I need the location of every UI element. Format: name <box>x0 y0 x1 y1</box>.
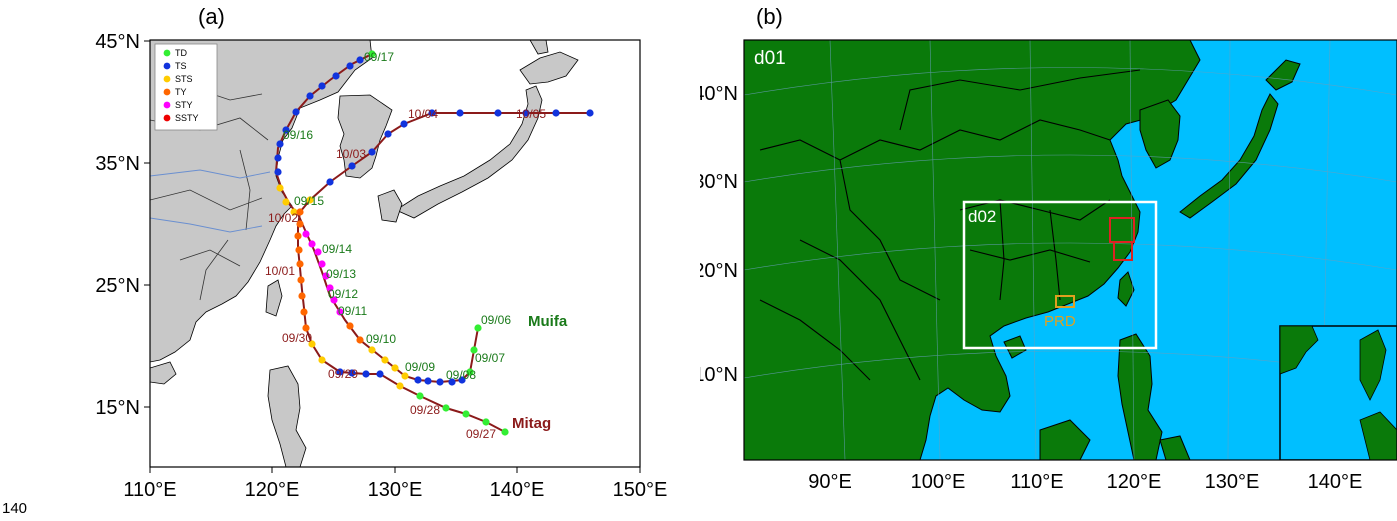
x-tick-label: 130°E <box>368 479 423 501</box>
mitag-date-label: 10/05 <box>516 107 546 121</box>
mitag-date-label: 10/03 <box>336 147 366 161</box>
panel-b-map: (b) <box>700 4 1397 493</box>
panel-b-frame <box>743 39 1397 461</box>
muifa-date-label: 09/06 <box>481 313 511 327</box>
y-tick-label: 10°N <box>700 364 738 386</box>
y-tick-label: 45°N <box>95 31 140 53</box>
y-tick-label: 35°N <box>95 153 140 175</box>
y-tick-label: 20°N <box>700 260 738 282</box>
muifa-date-label: 09/08 <box>446 368 476 382</box>
mitag-date-label: 10/02 <box>268 211 298 225</box>
legend-label: STY <box>175 100 193 110</box>
panel-a-label: (a) <box>198 4 225 29</box>
muifa-date-label: 09/09 <box>405 360 435 374</box>
legend-label: TS <box>175 61 187 71</box>
legend-label: TY <box>175 87 187 97</box>
y-tick-label: 40°N <box>700 83 738 105</box>
x-tick-label: 110°E <box>123 479 176 501</box>
legend-label: SSTY <box>175 113 199 123</box>
muifa-date-label: 09/15 <box>294 194 324 208</box>
x-tick-label: 140°E <box>490 479 545 501</box>
panel-b-label: (b) <box>756 4 783 29</box>
x-tick-label: 110°E <box>1010 471 1063 493</box>
mitag-track-line <box>297 112 590 433</box>
muifa-date-label: 09/07 <box>475 351 505 365</box>
d02-label: d02 <box>968 207 996 226</box>
mitag-date-label: 09/29 <box>328 367 358 381</box>
muifa-date-label: 09/11 <box>338 304 367 318</box>
muifa-date-label: 09/10 <box>366 332 396 346</box>
panel-b-borders <box>759 69 1141 381</box>
muifa-date-label: 09/14 <box>322 242 352 256</box>
y-tick-label: 15°N <box>95 397 140 419</box>
muifa-date-label: 09/12 <box>328 287 358 301</box>
intensity-legend: TD TS STS TY STY SSTY <box>154 43 218 131</box>
mitag-date-label: 09/27 <box>466 427 496 441</box>
x-tick-label: 130°E <box>1205 471 1260 493</box>
inner-domain-box <box>1113 241 1133 261</box>
d01-label: d01 <box>754 48 786 69</box>
prd-box <box>1055 295 1075 308</box>
x-tick-label: 120°E <box>245 479 300 501</box>
mitag-date-label: 10/04 <box>408 107 438 121</box>
muifa-name-label: Muifa <box>528 313 568 330</box>
mitag-date-label: 10/01 <box>265 264 295 278</box>
y-tick-label: 30°N <box>700 171 738 193</box>
x-tick-label: 120°E <box>1107 471 1162 493</box>
mitag-track-points <box>294 109 594 436</box>
mitag-date-label: 09/30 <box>282 331 312 345</box>
x-tick-label: 90°E <box>808 471 852 493</box>
legend-label: STS <box>175 74 193 84</box>
muifa-date-label: 09/13 <box>326 267 356 281</box>
muifa-date-label: 09/16 <box>283 128 313 142</box>
y-tick-label: 25°N <box>95 275 140 297</box>
x-tick-label: 140°E <box>1308 471 1363 493</box>
mitag-date-label: 09/28 <box>410 403 440 417</box>
x-tick-label: 150°E <box>613 479 668 501</box>
panel-b-inset <box>1279 325 1397 460</box>
d02-domain-box <box>962 200 1158 350</box>
x-tick-label: 100°E <box>911 471 966 493</box>
panel-a-map: (a) <box>95 4 668 501</box>
page-number: 140 <box>2 500 28 517</box>
legend-label: TD <box>175 48 187 58</box>
mitag-name-label: Mitag <box>512 415 551 432</box>
muifa-track-points <box>274 50 482 386</box>
prd-label: PRD <box>1044 313 1076 330</box>
muifa-date-label: 09/17 <box>364 50 394 64</box>
